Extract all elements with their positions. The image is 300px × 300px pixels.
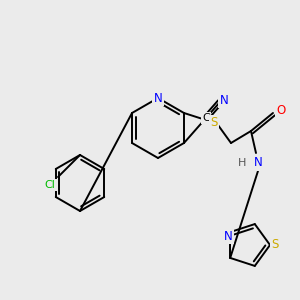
Text: S: S (210, 116, 218, 130)
Text: N: N (220, 94, 228, 106)
Text: C: C (202, 113, 210, 123)
Text: O: O (276, 103, 286, 116)
Text: H: H (238, 158, 246, 168)
Text: N: N (154, 92, 162, 104)
Text: N: N (224, 230, 233, 243)
Text: S: S (271, 238, 279, 251)
Text: Cl: Cl (45, 180, 56, 190)
Text: N: N (254, 157, 262, 169)
